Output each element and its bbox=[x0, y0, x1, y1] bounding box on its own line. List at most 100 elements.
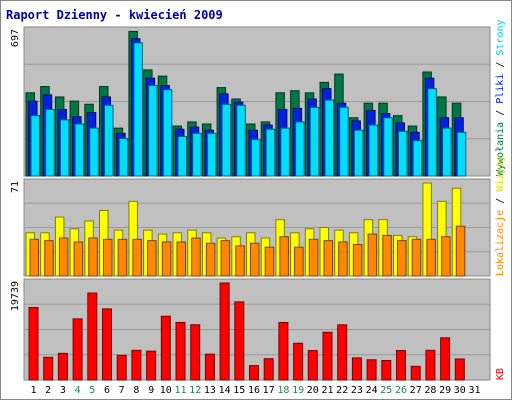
x-tick-label-2: 2 bbox=[45, 385, 51, 396]
bar-kb-day-12 bbox=[190, 324, 201, 381]
bar-kb-day-30 bbox=[454, 358, 465, 381]
bar-strony-day-14 bbox=[221, 103, 232, 177]
x-tick-label-15: 15 bbox=[233, 385, 245, 396]
bar-lokalizacje-day-18 bbox=[279, 236, 289, 277]
bar-lokalizacje-day-19 bbox=[294, 246, 304, 277]
bar-strony-day-7 bbox=[118, 138, 129, 177]
series-legend: Lokalizacje / Wizyty bbox=[495, 156, 506, 276]
bar-lokalizacje-day-2 bbox=[44, 240, 54, 277]
x-tick-label-17: 17 bbox=[263, 385, 275, 396]
bar-lokalizacje-day-7 bbox=[117, 238, 128, 277]
bar-strony-day-23 bbox=[353, 129, 364, 177]
series-legend: KB bbox=[495, 368, 506, 380]
x-tick-label-9: 9 bbox=[148, 385, 154, 396]
bar-lokalizacje-day-26 bbox=[397, 240, 407, 277]
bar-strony-day-4 bbox=[74, 123, 85, 177]
bar-strony-day-8 bbox=[133, 42, 143, 177]
x-tick-label-3: 3 bbox=[60, 385, 66, 396]
bar-lokalizacje-day-27 bbox=[411, 238, 422, 277]
bar-lokalizacje-day-10 bbox=[161, 241, 172, 277]
bar-strony-day-6 bbox=[104, 104, 114, 177]
bar-strony-day-13 bbox=[206, 132, 217, 177]
bar-lokalizacje-day-25 bbox=[382, 234, 392, 277]
bar-lokalizacje-day-3 bbox=[58, 237, 69, 277]
bar-lokalizacje-day-14 bbox=[220, 240, 231, 277]
legend-lokalizacje: Lokalizacje bbox=[495, 210, 506, 276]
x-tick-label-21: 21 bbox=[321, 385, 333, 396]
x-tick-label-18: 18 bbox=[277, 385, 289, 396]
bar-kb-day-9 bbox=[146, 350, 157, 381]
bar-kb-day-20 bbox=[307, 350, 318, 381]
bar-strony-day-26 bbox=[398, 130, 408, 177]
series-legend: Wywołania / Pliki / Strony bbox=[495, 19, 506, 176]
bar-strony-day-17 bbox=[265, 128, 276, 177]
y-max-label: 19739 bbox=[10, 281, 21, 311]
x-tick-label-24: 24 bbox=[366, 385, 378, 396]
x-tick-label-6: 6 bbox=[104, 385, 110, 396]
bar-kb-day-13 bbox=[204, 353, 215, 381]
bar-kb-day-25 bbox=[381, 359, 392, 381]
bar-kb-day-8 bbox=[131, 349, 142, 381]
bar-kb-day-22 bbox=[337, 324, 348, 381]
bar-kb-day-28 bbox=[425, 349, 436, 381]
panel-2: 71 bbox=[10, 178, 491, 277]
x-tick-label-22: 22 bbox=[336, 385, 348, 396]
bar-strony-day-25 bbox=[383, 117, 393, 177]
bar-kb-day-10 bbox=[160, 315, 171, 381]
x-tick-label-12: 12 bbox=[189, 385, 201, 396]
bar-lokalizacje-day-13 bbox=[205, 242, 216, 277]
bar-lokalizacje-day-4 bbox=[73, 241, 84, 277]
bar-lokalizacje-day-6 bbox=[103, 238, 113, 277]
bar-lokalizacje-day-15 bbox=[235, 245, 245, 277]
legend-kb: KB bbox=[495, 368, 506, 380]
bar-lokalizacje-day-9 bbox=[147, 240, 157, 277]
x-tick-label-29: 29 bbox=[439, 385, 451, 396]
x-tick-label-26: 26 bbox=[395, 385, 407, 396]
y-max-label: 71 bbox=[10, 181, 21, 193]
legend-wizyty: Wizyty bbox=[495, 156, 506, 192]
bar-strony-day-3 bbox=[59, 119, 70, 177]
bar-kb-day-26 bbox=[396, 350, 406, 381]
legend-strony: Strony bbox=[495, 19, 506, 55]
bar-kb-day-14 bbox=[219, 282, 230, 381]
bar-lokalizacje-day-12 bbox=[191, 237, 201, 277]
y-max-label: 697 bbox=[10, 29, 21, 47]
bar-kb-day-23 bbox=[351, 357, 362, 381]
bar-lokalizacje-day-8 bbox=[132, 238, 142, 277]
bar-lokalizacje-day-29 bbox=[441, 236, 451, 277]
x-tick-label-20: 20 bbox=[307, 385, 319, 396]
legend-separator: / bbox=[495, 192, 506, 210]
bar-lokalizacje-day-24 bbox=[367, 233, 378, 277]
bar-lokalizacje-day-20 bbox=[308, 238, 319, 277]
bar-strony-day-11 bbox=[177, 135, 187, 177]
bar-lokalizacje-day-17 bbox=[264, 246, 275, 277]
bar-kb-day-6 bbox=[102, 308, 112, 381]
x-tick-label-13: 13 bbox=[204, 385, 216, 396]
x-tick-label-14: 14 bbox=[219, 385, 231, 396]
bar-strony-day-20 bbox=[309, 106, 320, 177]
x-tick-label-27: 27 bbox=[410, 385, 422, 396]
bar-strony-day-18 bbox=[280, 127, 290, 177]
bar-strony-day-24 bbox=[368, 124, 379, 177]
bar-strony-day-28 bbox=[427, 88, 437, 177]
bar-lokalizacje-day-11 bbox=[176, 241, 186, 277]
x-tick-label-23: 23 bbox=[351, 385, 363, 396]
x-tick-label-7: 7 bbox=[119, 385, 125, 396]
bar-kb-day-3 bbox=[57, 352, 68, 381]
bar-lokalizacje-day-16 bbox=[250, 242, 260, 277]
x-tick-label-8: 8 bbox=[133, 385, 139, 396]
bar-kb-day-19 bbox=[293, 342, 304, 381]
legend-wywołania: Wywołania bbox=[495, 122, 506, 176]
x-tick-label-4: 4 bbox=[75, 385, 81, 396]
bar-kb-day-1 bbox=[28, 307, 39, 381]
bar-strony-day-10 bbox=[162, 89, 173, 177]
bar-kb-day-17 bbox=[263, 358, 274, 381]
bar-strony-day-9 bbox=[148, 85, 158, 177]
bar-lokalizacje-day-5 bbox=[88, 237, 98, 277]
bar-lokalizacje-day-1 bbox=[29, 238, 39, 277]
bar-strony-day-5 bbox=[89, 127, 99, 177]
x-tick-label-11: 11 bbox=[174, 385, 186, 396]
panel-1: 697 bbox=[10, 26, 491, 177]
legend-separator: / bbox=[495, 104, 506, 122]
